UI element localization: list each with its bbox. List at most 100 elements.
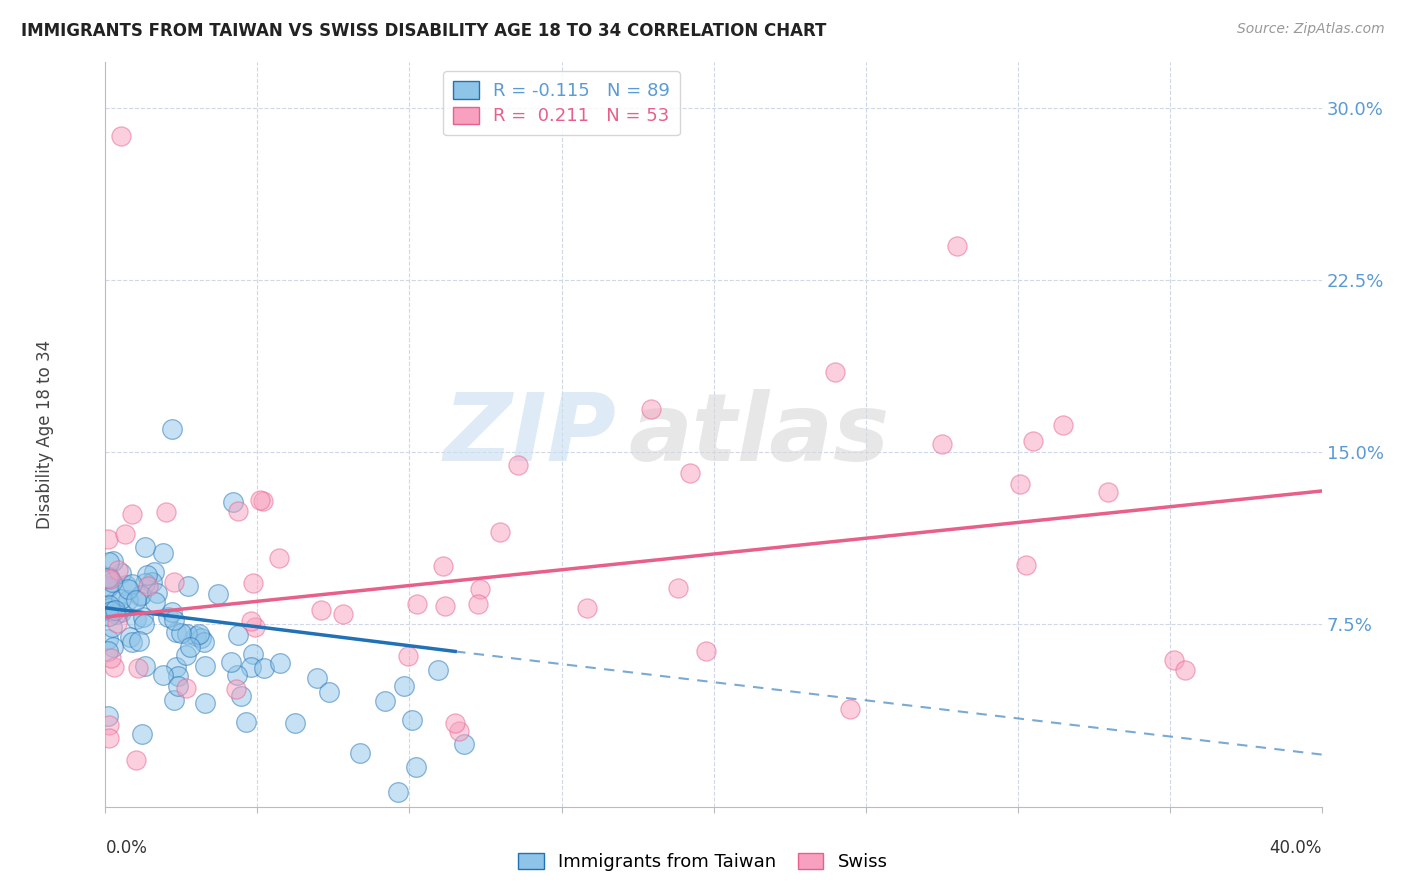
Point <box>426 664 449 678</box>
Point <box>170 625 193 640</box>
Point <box>97 571 120 585</box>
Point <box>252 493 274 508</box>
Legend: Immigrants from Taiwan, Swiss: Immigrants from Taiwan, Swiss <box>512 846 894 879</box>
Point <box>97 709 120 723</box>
Point <box>105 616 128 631</box>
Point <box>131 588 153 602</box>
Point <box>695 643 717 657</box>
Point <box>242 647 264 661</box>
Point <box>506 458 529 472</box>
Point <box>131 726 153 740</box>
Text: Disability Age 18 to 34: Disability Age 18 to 34 <box>35 340 53 530</box>
Point <box>97 632 120 646</box>
Point <box>143 594 166 608</box>
Point <box>162 422 184 436</box>
Point <box>132 617 155 632</box>
Point <box>174 681 197 695</box>
Point <box>97 533 120 547</box>
Point <box>640 401 662 416</box>
Point <box>839 702 862 716</box>
Point <box>152 546 174 560</box>
Point <box>433 599 456 613</box>
Point <box>127 660 149 674</box>
Point <box>1052 417 1074 432</box>
Point <box>120 630 142 644</box>
Point <box>125 592 148 607</box>
Point <box>186 629 208 643</box>
Point <box>121 576 143 591</box>
Point <box>405 597 427 611</box>
Point <box>267 550 290 565</box>
Point <box>332 607 354 621</box>
Point <box>101 620 124 634</box>
Point <box>128 633 150 648</box>
Point <box>226 668 249 682</box>
Point <box>125 754 148 768</box>
Point <box>121 508 143 522</box>
Point <box>138 579 160 593</box>
Point <box>166 680 188 694</box>
Text: Source: ZipAtlas.com: Source: ZipAtlas.com <box>1237 22 1385 37</box>
Point <box>1174 663 1197 677</box>
Point <box>163 575 186 590</box>
Point <box>824 365 846 379</box>
Point <box>444 715 467 730</box>
Point <box>374 694 396 708</box>
Point <box>1097 484 1119 499</box>
Point <box>134 659 156 673</box>
Point <box>284 715 307 730</box>
Point <box>117 582 139 597</box>
Point <box>163 693 186 707</box>
Point <box>156 610 179 624</box>
Point <box>387 784 409 798</box>
Point <box>97 570 120 584</box>
Point <box>163 613 186 627</box>
Point <box>253 661 276 675</box>
Text: IMMIGRANTS FROM TAIWAN VS SWISS DISABILITY AGE 18 TO 34 CORRELATION CHART: IMMIGRANTS FROM TAIWAN VS SWISS DISABILI… <box>21 22 827 40</box>
Point <box>141 575 163 590</box>
Point <box>239 614 262 628</box>
Point <box>179 640 201 654</box>
Point <box>110 591 132 606</box>
Point <box>165 625 187 640</box>
Point <box>239 660 262 674</box>
Point <box>222 495 245 509</box>
Point <box>193 634 215 648</box>
Point <box>104 607 127 621</box>
Point <box>269 656 291 670</box>
Point <box>447 724 470 739</box>
Point <box>165 660 187 674</box>
Point <box>146 586 169 600</box>
Point <box>101 640 124 654</box>
Point <box>1163 653 1185 667</box>
Point <box>235 714 257 729</box>
Point <box>107 563 129 577</box>
Text: 0.0%: 0.0% <box>105 838 148 856</box>
Point <box>98 555 121 569</box>
Point <box>110 606 132 620</box>
Point <box>194 659 217 673</box>
Point <box>103 660 125 674</box>
Point <box>134 576 156 591</box>
Point <box>309 603 332 617</box>
Point <box>405 760 427 774</box>
Point <box>176 627 198 641</box>
Point <box>679 467 702 481</box>
Point <box>98 598 121 612</box>
Point <box>1015 558 1038 572</box>
Point <box>110 128 132 143</box>
Point <box>98 718 121 732</box>
Point <box>392 679 415 693</box>
Point <box>453 737 475 751</box>
Point <box>188 626 211 640</box>
Point <box>136 568 159 582</box>
Point <box>945 239 967 253</box>
Point <box>194 696 217 710</box>
Point <box>97 579 120 593</box>
Point <box>207 587 229 601</box>
Point <box>174 648 197 662</box>
Point <box>103 554 125 568</box>
Point <box>110 566 132 581</box>
Point <box>318 685 340 699</box>
Point <box>160 605 183 619</box>
